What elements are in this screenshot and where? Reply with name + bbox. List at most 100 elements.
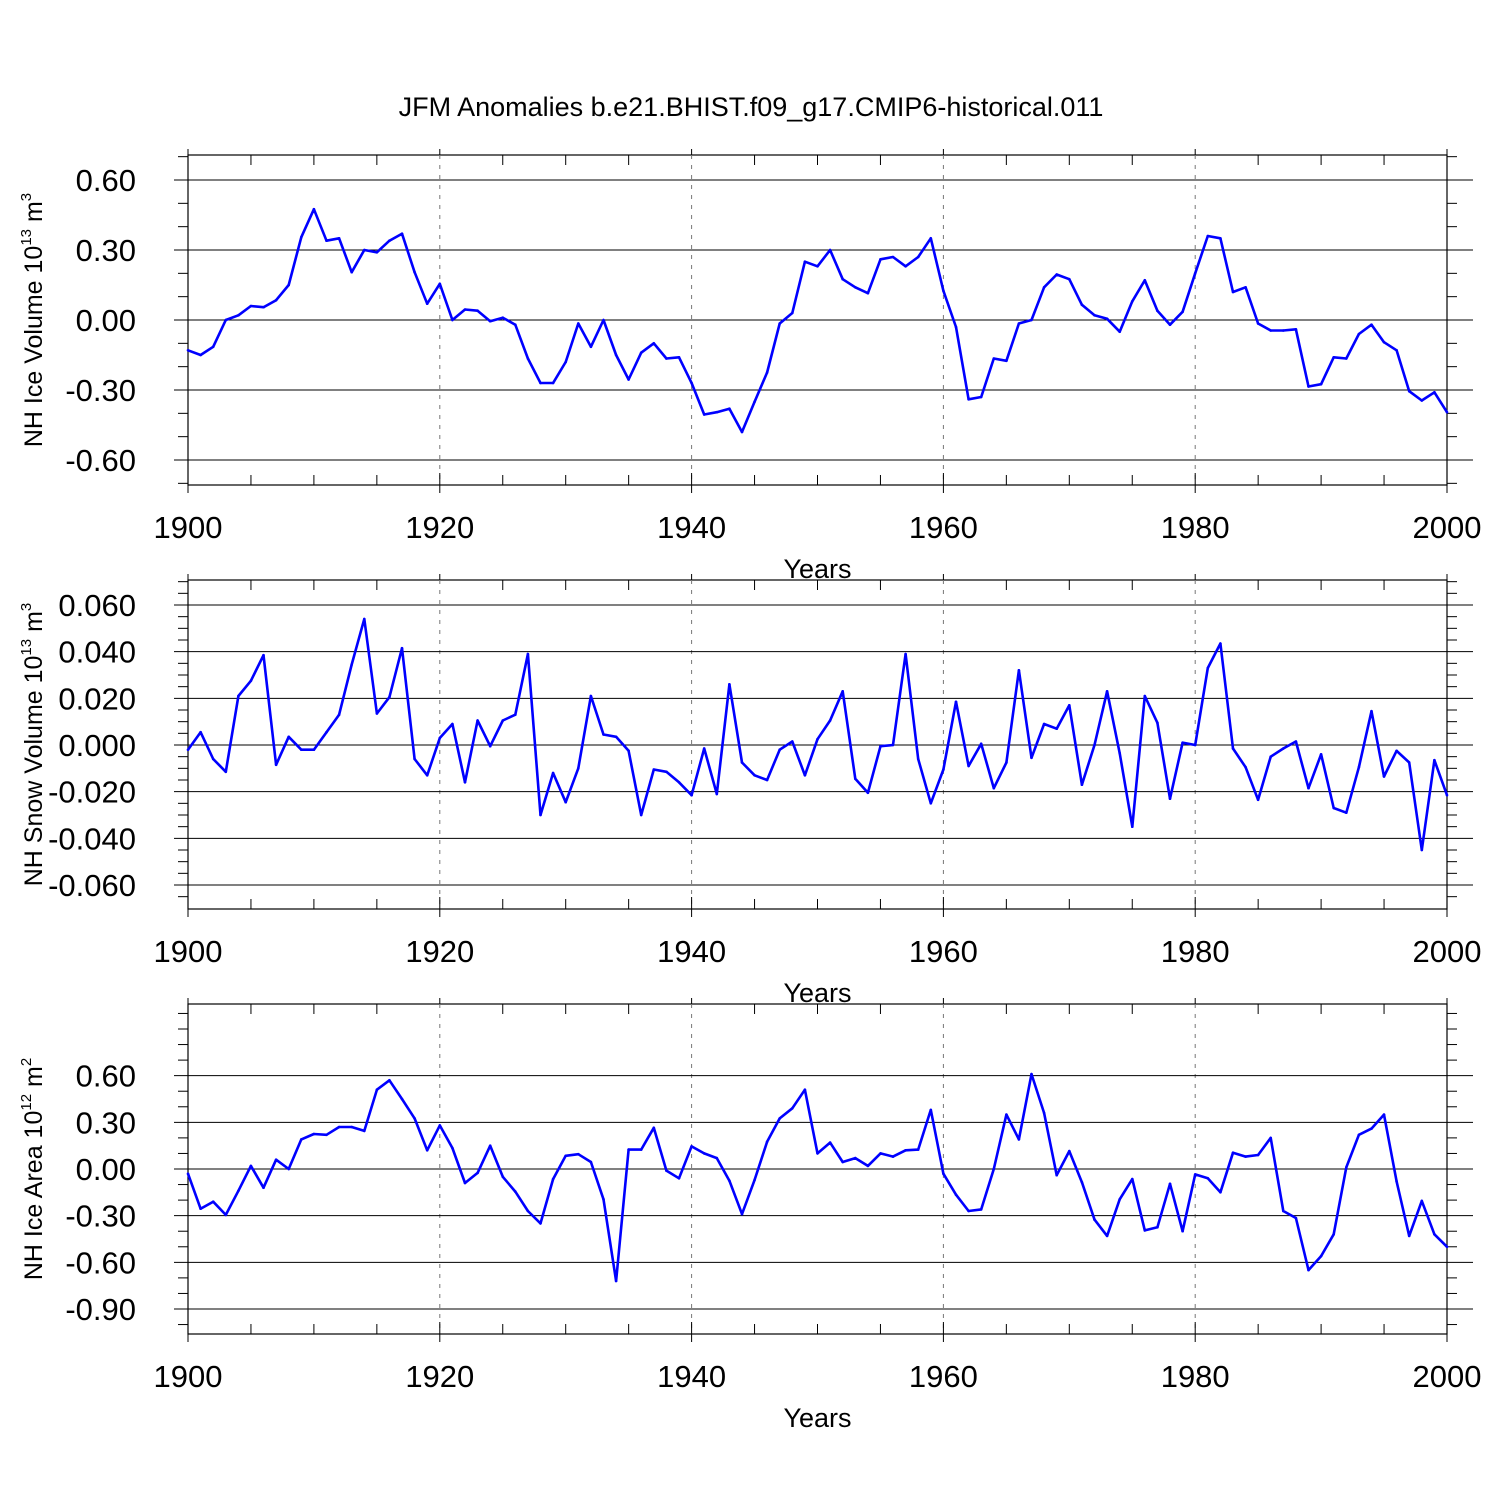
data-point [979, 395, 983, 399]
data-point [816, 265, 819, 268]
data-point [1433, 758, 1436, 762]
y-tick-label: 0.060 [58, 588, 136, 623]
data-point [1370, 709, 1373, 713]
data-point [413, 270, 416, 274]
data-point [400, 646, 404, 650]
data-point [1307, 1268, 1310, 1272]
y-tick-label: -0.020 [48, 775, 136, 810]
data-point [325, 730, 328, 734]
data-point [1407, 389, 1411, 393]
data-point [1143, 694, 1147, 698]
data-point [300, 748, 303, 751]
data-point [186, 1172, 190, 1175]
data-point [1156, 721, 1159, 725]
data-point [551, 1177, 555, 1181]
data-point [1244, 286, 1247, 289]
y-tick-label: 0.00 [76, 303, 136, 338]
data-point [841, 690, 844, 693]
y-tick-label: -0.60 [65, 443, 136, 478]
data-point [451, 1146, 454, 1150]
data-point [740, 430, 744, 434]
data-point [665, 1169, 668, 1172]
series-line-ice-area [186, 1072, 1448, 1283]
data-point [992, 1167, 996, 1171]
data-point [753, 400, 756, 404]
data-point [1332, 1233, 1335, 1236]
data-point [715, 1156, 719, 1160]
data-point [1131, 825, 1134, 828]
data-point [1269, 329, 1272, 332]
data-point [249, 679, 253, 683]
data-point [539, 1222, 542, 1225]
data-point [1345, 1166, 1348, 1169]
data-point [249, 304, 253, 308]
data-point [778, 1117, 781, 1120]
data-point [1118, 1198, 1121, 1201]
x-tick-label: 1920 [405, 510, 474, 545]
data-point [665, 770, 668, 774]
x-axis-label: Years [783, 1403, 851, 1433]
x-tick-label: 1960 [909, 1359, 978, 1394]
y-tick-label: 0.30 [76, 1105, 136, 1140]
data-point [728, 407, 731, 411]
data-point [186, 349, 190, 352]
data-point [1042, 286, 1046, 289]
data-point [476, 1171, 479, 1175]
data-point [539, 813, 542, 817]
data-point [627, 378, 630, 381]
data-point [1345, 357, 1348, 360]
data-point [1256, 1153, 1260, 1157]
y-tick-label: 0.00 [76, 1152, 136, 1187]
data-point [791, 311, 794, 315]
data-point [1005, 761, 1008, 764]
data-point [942, 1172, 945, 1175]
data-point [1420, 848, 1424, 852]
data-point [816, 737, 819, 741]
data-point [1030, 318, 1033, 322]
data-point [904, 1149, 907, 1152]
y-tick-label: -0.60 [65, 1245, 136, 1280]
data-point [312, 748, 316, 751]
data-point [1244, 1155, 1247, 1158]
data-point [854, 777, 857, 781]
series-line-ice-volume [187, 207, 1449, 434]
data-point [791, 1107, 794, 1110]
data-point [891, 743, 895, 747]
data-point [967, 1209, 970, 1213]
data-point [1068, 1149, 1071, 1153]
data-point [1055, 727, 1058, 730]
data-point [237, 314, 240, 317]
data-point [891, 1155, 895, 1158]
data-point [841, 1160, 844, 1164]
data-point [916, 255, 920, 259]
data-point [337, 1125, 341, 1129]
data-point [589, 1160, 593, 1164]
data-point [1055, 273, 1058, 276]
data-point [425, 302, 429, 306]
data-point [916, 757, 920, 761]
y-tick-label: 0.000 [58, 728, 136, 763]
data-point [350, 663, 354, 666]
data-point [1168, 1182, 1172, 1186]
data-point [224, 1213, 228, 1217]
data-point [463, 781, 467, 784]
data-point [262, 653, 265, 657]
data-point [753, 1178, 756, 1182]
data-point [224, 318, 228, 322]
data-point [1445, 1245, 1449, 1249]
data-point [337, 713, 341, 716]
data-point [463, 308, 467, 311]
x-tick-label: 2000 [1413, 510, 1482, 545]
data-point [1244, 765, 1247, 769]
data-point [300, 1138, 303, 1141]
data-point [1332, 356, 1335, 359]
data-point [589, 345, 593, 349]
x-tick-label: 1980 [1161, 934, 1230, 969]
data-point [375, 1088, 379, 1091]
data-point [1357, 332, 1361, 336]
data-point [1407, 761, 1411, 764]
data-point [1319, 1254, 1323, 1258]
data-point [451, 318, 454, 322]
series-line-snow-volume [186, 617, 1449, 852]
